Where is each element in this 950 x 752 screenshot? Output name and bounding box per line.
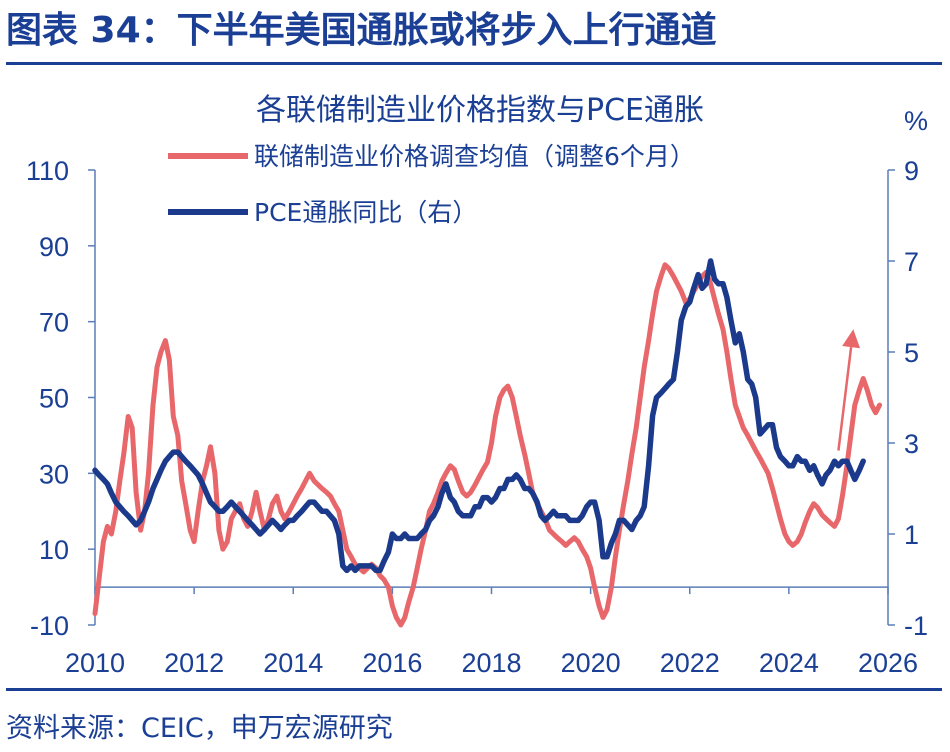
legend: 联储制造业价格调查均值（调整6个月） PCE通胀同比（右） [168, 142, 695, 227]
x-tick-label: 2016 [362, 648, 422, 678]
left-tick-label: 70 [39, 308, 69, 338]
tick-labels: -10 10 30 50 70 90 110 -1 1 3 5 7 9 2010 2012 2014 2016 2… [26, 156, 928, 678]
legend-label-manufacturing: 联储制造业价格调查均值（调整6个月） [254, 142, 695, 171]
legend-label-pce: PCE通胀同比（右） [254, 198, 477, 227]
x-tick-label: 2014 [263, 648, 323, 678]
left-tick-label: 10 [39, 535, 69, 565]
axes [88, 169, 895, 626]
left-tick-label: 110 [26, 156, 69, 186]
right-tick-label: 3 [904, 429, 919, 459]
x-tick-label: 2024 [759, 648, 819, 678]
series-lines [92, 258, 883, 628]
source-note: 资料来源：CEIC，申万宏源研究 [6, 713, 393, 744]
series-line-pce-yoy [92, 258, 866, 574]
right-tick-label: 9 [904, 156, 919, 186]
x-tick-label: 2010 [65, 648, 125, 678]
chart-title: 各联储制造业价格指数与PCE通胀 [256, 93, 704, 128]
trend-arrow-head [842, 329, 861, 349]
x-tick-label: 2020 [561, 648, 621, 678]
x-tick-label: 2026 [858, 648, 918, 678]
x-tick-label: 2022 [660, 648, 720, 678]
left-tick-label: 30 [39, 459, 69, 489]
x-tick-label: 2012 [164, 648, 224, 678]
right-tick-label: 7 [904, 247, 919, 277]
right-tick-label: 1 [904, 520, 919, 550]
trend-arrow-shaft [837, 346, 853, 451]
left-tick-label: 50 [39, 384, 69, 414]
title-rule [6, 62, 942, 65]
figure-title: 图表 34：下半年美国通胀或将步入上行通道 [6, 10, 717, 51]
series-line-manufacturing-price [92, 262, 883, 628]
left-tick-label: -10 [30, 611, 69, 641]
annotations [837, 329, 861, 451]
chart: 各联储制造业价格指数与PCE通胀 % -10 10 30 50 70 90 110 -1 1 3 5… [26, 93, 928, 678]
right-tick-label: 5 [904, 338, 919, 368]
left-tick-label: 90 [39, 232, 69, 262]
x-tick-label: 2018 [461, 648, 521, 678]
footer-rule [6, 688, 942, 691]
right-tick-label: -1 [904, 611, 928, 641]
right-axis-unit: % [904, 106, 928, 136]
